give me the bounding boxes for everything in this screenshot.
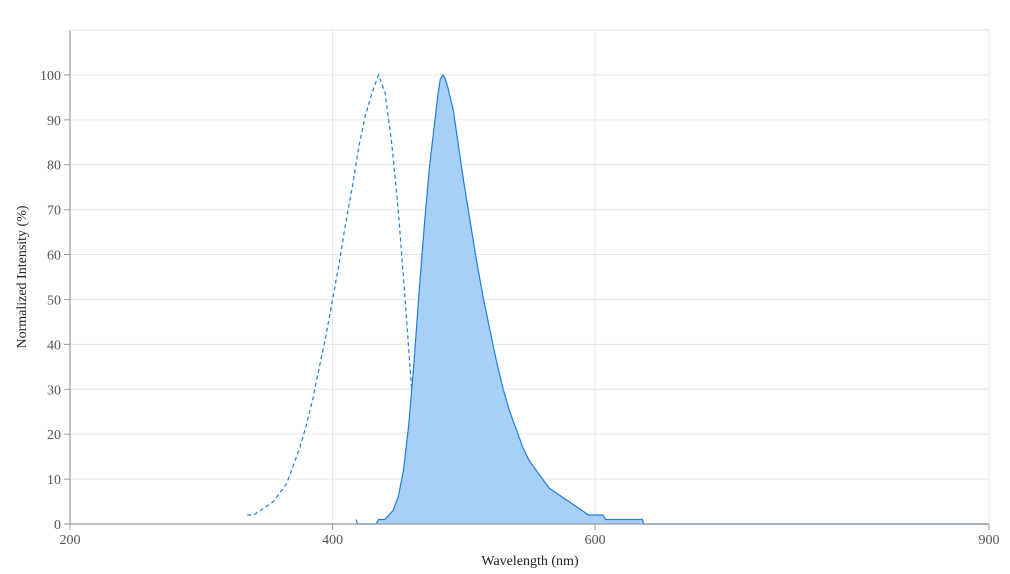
y-tick-label: 80 — [47, 159, 61, 174]
y-tick-label: 0 — [54, 518, 61, 533]
y-tick-label: 30 — [47, 383, 61, 398]
axes — [64, 30, 990, 530]
x-tick-label: 200 — [60, 533, 81, 548]
series-layer — [247, 73, 989, 525]
y-tick-label: 50 — [47, 293, 61, 308]
grid — [70, 29, 990, 524]
y-tick-label: 90 — [47, 114, 61, 129]
excitation-line — [247, 73, 452, 525]
y-tick-label: 70 — [47, 204, 61, 219]
x-tick-label: 400 — [322, 533, 343, 548]
y-tick-label: 40 — [47, 338, 61, 353]
x-axis-title: Wavelength (nm) — [481, 554, 579, 569]
x-tick-label: 900 — [979, 533, 1000, 548]
y-axis-title: Normalized Intensity (%) — [15, 205, 30, 348]
y-tick-label: 60 — [47, 249, 61, 264]
y-tick-label: 20 — [47, 428, 61, 443]
emission-line — [355, 73, 989, 525]
y-tick-label: 10 — [47, 473, 61, 488]
y-tick-label: 100 — [40, 69, 61, 84]
emission-area — [356, 74, 989, 525]
x-tick-label: 600 — [585, 533, 606, 548]
tick-labels: 0 10 20 30 40 50 60 70 80 90 100 200 400 600 900 — [40, 69, 1000, 548]
